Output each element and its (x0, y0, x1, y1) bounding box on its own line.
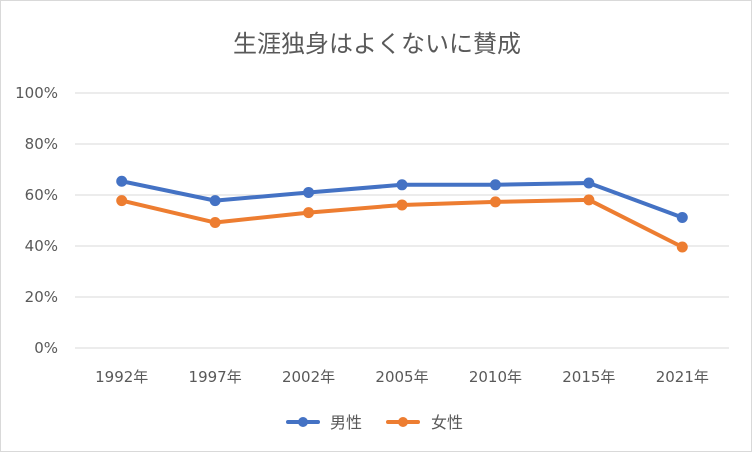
series-1-point-5 (583, 194, 595, 206)
series-0-point-4 (489, 179, 501, 191)
series-0-point-1 (209, 195, 221, 207)
x-tick-label-5: 2015年 (562, 368, 615, 386)
series-0-point-0 (116, 175, 128, 187)
y-tick-label-2: 40% (25, 237, 58, 255)
series-1-point-1 (209, 217, 221, 229)
series-1-point-3 (396, 199, 408, 211)
x-tick-label-3: 2005年 (375, 368, 428, 386)
x-tick-label-6: 2021年 (656, 368, 709, 386)
series-1-point-2 (303, 207, 315, 219)
series-1-point-4 (489, 196, 501, 208)
series-1-point-6 (676, 241, 688, 253)
x-tick-label-2: 2002年 (282, 368, 335, 386)
x-tick-label-1: 1997年 (189, 368, 242, 386)
x-tick-label-0: 1992年 (95, 368, 148, 386)
legend-label-0: 男性 (330, 413, 362, 432)
chart-title: 生涯独身はよくないに賛成 (233, 30, 521, 58)
legend-marker-0 (298, 417, 308, 427)
legend: 男性 女性 (286, 413, 463, 432)
y-tick-label-3: 60% (25, 186, 58, 204)
legend-label-1: 女性 (431, 413, 463, 432)
y-tick-label-1: 20% (25, 288, 58, 306)
series-layer (116, 175, 688, 253)
series-1-point-0 (116, 195, 128, 207)
series-0-point-5 (583, 177, 595, 189)
series-0-point-6 (676, 211, 688, 223)
y-tick-label-4: 80% (25, 135, 58, 153)
y-tick-label-0: 0% (34, 339, 58, 357)
legend-marker-1 (398, 417, 408, 427)
y-tick-label-5: 100% (15, 84, 58, 102)
series-0-point-2 (303, 186, 315, 198)
series-0-point-3 (396, 179, 408, 191)
x-axis-ticks: 1992年 1997年 2002年 2005年 2010年 2015年 2021年 (95, 368, 709, 386)
y-axis-ticks: 0% 20% 40% 60% 80% 100% (15, 84, 58, 357)
x-tick-label-4: 2010年 (469, 368, 522, 386)
